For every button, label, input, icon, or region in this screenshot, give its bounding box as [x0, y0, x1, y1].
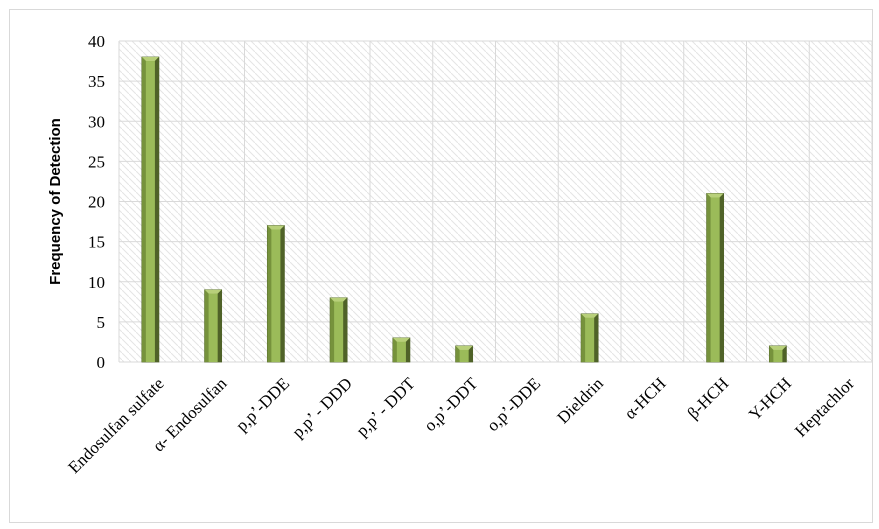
y-tick-label: 40 — [88, 32, 105, 51]
bar — [392, 337, 411, 363]
x-category-label: p,p’ - DDT — [352, 373, 419, 440]
y-axis-title: Frequency of Detection — [47, 118, 64, 285]
y-tick-label: 35 — [88, 72, 105, 91]
x-category-label: Heptachlor — [791, 374, 858, 441]
bar — [455, 345, 474, 363]
bars — [141, 56, 787, 363]
y-tick-label: 5 — [97, 313, 106, 332]
y-axis-ticks: 0 5 10 15 20 25 30 35 40 — [88, 32, 105, 372]
x-category-label: Endosulfan sulfate — [64, 374, 167, 477]
x-category-label: p,p’-DDE — [232, 374, 293, 435]
bar — [204, 289, 223, 363]
bar — [580, 313, 599, 363]
gridlines — [118, 40, 873, 363]
bar — [329, 297, 348, 363]
x-category-label: p,p’ - DDD — [288, 374, 356, 442]
x-category-label: o,p’-DDT — [420, 373, 482, 435]
chart-frame: 0 5 10 15 20 25 30 35 40 Endosulfan sulfate α- En… — [9, 9, 873, 523]
x-category-label: α-HCH — [621, 374, 670, 423]
x-category-label: Y-HCH — [745, 374, 795, 424]
y-tick-label: 25 — [88, 152, 105, 171]
bar — [266, 225, 285, 363]
y-tick-label: 10 — [88, 273, 105, 292]
bar — [768, 345, 787, 363]
bar — [141, 56, 160, 363]
x-category-label: o,p’-DDE — [483, 374, 544, 435]
y-tick-label: 20 — [88, 193, 105, 212]
x-category-label: β-HCH — [684, 374, 733, 423]
y-tick-label: 0 — [97, 353, 106, 372]
y-tick-label: 15 — [88, 233, 105, 252]
y-tick-label: 30 — [88, 112, 105, 131]
bar — [706, 193, 725, 363]
x-category-label: Dieldrin — [553, 374, 607, 428]
